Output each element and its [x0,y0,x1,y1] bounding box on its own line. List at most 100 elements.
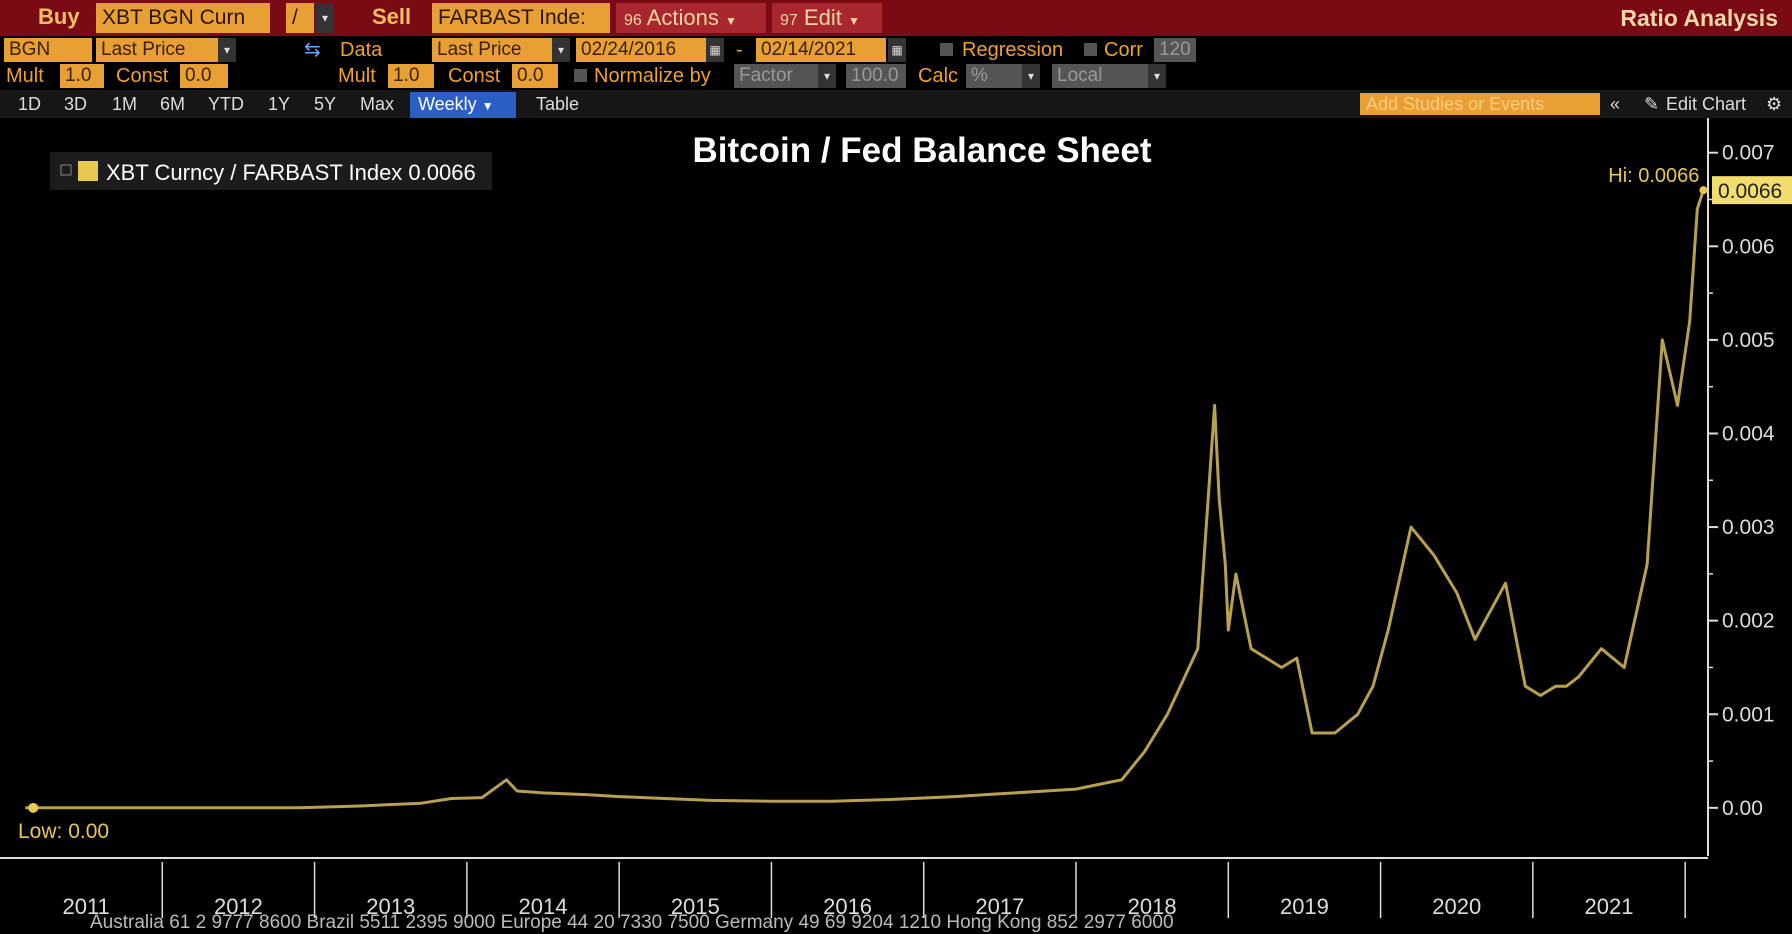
tab-1d[interactable]: 1D [18,94,42,114]
chevron-down-icon: ▼ [847,14,860,28]
const-input[interactable]: 0.0 [512,64,558,88]
mult-label: Mult [6,65,44,87]
low-marker [28,802,39,813]
chart-title: Bitcoin / Fed Balance Sheet [693,131,1152,170]
actions-menu[interactable]: 96 Actions ▼ [616,3,766,33]
chevron-down-icon: ▼ [724,14,737,28]
regression-checkbox[interactable] [940,43,953,56]
buy-label: Buy [38,4,80,29]
const-label: Const [116,65,169,87]
tab-1y[interactable]: 1Y [268,94,291,114]
x-tick-label: 2012 [214,894,263,919]
sell-label: Sell [372,4,412,29]
data-field-select[interactable]: Last Price [432,38,552,62]
mult-label: Mult [338,65,376,87]
tab-5y[interactable]: 5Y [314,94,337,114]
actions-label: Actions [646,5,719,30]
y-tick-label: 0.007 [1722,142,1775,165]
chevron-down-icon[interactable]: ▾ [1148,64,1166,88]
chevron-down-icon[interactable]: ▾ [218,38,236,62]
operator-input[interactable]: / [286,3,314,33]
data-label: Data [340,39,383,61]
series-line [25,189,1705,810]
actions-number: 96 [624,12,642,29]
swap-icon[interactable]: ⇆ [304,39,321,61]
x-tick-label: 2020 [1432,894,1481,919]
normalize-select[interactable]: Factor [734,64,818,88]
corr-window-input[interactable]: 120 [1154,38,1196,62]
edit-chart-button[interactable]: Edit Chart [1666,94,1747,114]
regression-label: Regression [962,39,1064,61]
function-title: Ratio Analysis [1620,5,1778,31]
x-tick-label: 2016 [823,894,872,919]
y-tick-label: 0.006 [1722,235,1775,258]
y-tick-label: 0.005 [1722,329,1775,352]
legend-box [50,152,492,190]
ratio-chart: 0.00 0.001 0.002 0.003 0.004 0.005 0.006 0.007 2… [0,118,1792,920]
x-tick-label: 2011 [62,894,109,919]
period-select[interactable]: Weekly ▼ [410,92,516,118]
x-tick-label: 2013 [366,894,415,919]
start-date-input[interactable]: 02/24/2016 [576,38,706,62]
tab-1m[interactable]: 1M [112,94,138,114]
last-value-label: 0.0066 [1718,180,1782,203]
gear-icon[interactable]: ⚙ [1766,94,1783,114]
calc-select[interactable]: % [966,64,1022,88]
x-tick-label: 2021 [1585,894,1634,919]
table-button[interactable]: Table [536,94,580,114]
mult-input[interactable]: 1.0 [60,64,104,88]
y-tick-label: 0.004 [1722,422,1775,445]
legend-label: XBT Curncy / FARBAST Index 0.0066 [106,160,476,185]
tab-3d[interactable]: 3D [64,94,88,114]
corr-checkbox[interactable] [1084,43,1097,56]
y-tick-label: 0.00 [1722,797,1763,820]
const-label: Const [448,65,501,87]
source-field[interactable]: BGN [4,38,92,62]
tab-6m[interactable]: 6M [160,94,186,114]
pencil-icon[interactable]: ✎ [1644,94,1660,114]
chevron-down-icon[interactable]: ▾ [552,38,570,62]
normalize-label: Normalize by [594,65,711,87]
x-tick-label: 2014 [519,894,568,919]
calc-label: Calc [918,65,959,87]
low-label: Low: 0.00 [18,820,109,843]
sell-ticker-input[interactable]: FARBAST Inde: [432,3,610,33]
const-input[interactable]: 0.0 [180,64,228,88]
chevron-down-icon: ▼ [481,99,494,113]
tab-max[interactable]: Max [360,94,395,114]
legend-swatch [78,161,98,181]
period-label: Weekly [418,94,477,114]
y-tick-label: 0.001 [1722,703,1775,726]
y-tick-label: 0.003 [1722,516,1775,539]
chevron-down-icon[interactable]: ▾ [818,64,836,88]
edit-number: 97 [780,12,798,29]
chevron-down-icon[interactable]: ▾ [1022,64,1040,88]
collapse-icon[interactable]: « [1610,94,1621,114]
tab-ytd[interactable]: YTD [208,94,244,114]
add-studies-input[interactable]: Add Studies or Events [1360,93,1600,115]
last-value-badge [1712,176,1792,205]
hi-label: Hi: 0.0066 [1608,165,1699,187]
expand-icon [60,164,72,176]
date-separator: - [736,39,743,61]
x-axis-band [0,860,1792,920]
y-tick-label: 0.002 [1722,610,1775,633]
operator-dropdown-icon[interactable]: ▾ [316,3,334,33]
buy-field-select[interactable]: Last Price [96,38,218,62]
factor-input[interactable]: 100.0 [846,64,906,88]
normalize-checkbox[interactable] [574,69,587,82]
x-tick-label: 2019 [1280,894,1329,919]
mult-input[interactable]: 1.0 [388,64,434,88]
edit-label: Edit [803,5,842,30]
corr-label: Corr [1104,39,1143,61]
contact-ticker: Australia 61 2 9777 8600 Brazil 5511 239… [90,912,1174,933]
x-tick-label: 2015 [671,894,720,919]
calendar-icon[interactable]: ▦ [888,38,906,62]
x-tick-label: 2018 [1128,894,1177,919]
local-select[interactable]: Local [1052,64,1148,88]
calendar-icon[interactable]: ▦ [706,38,724,62]
buy-ticker-input[interactable]: XBT BGN Curn [96,3,270,33]
edit-menu[interactable]: 97 Edit ▼ [772,3,882,33]
end-date-input[interactable]: 02/14/2021 [756,38,886,62]
x-tick-label: 2017 [975,894,1024,919]
